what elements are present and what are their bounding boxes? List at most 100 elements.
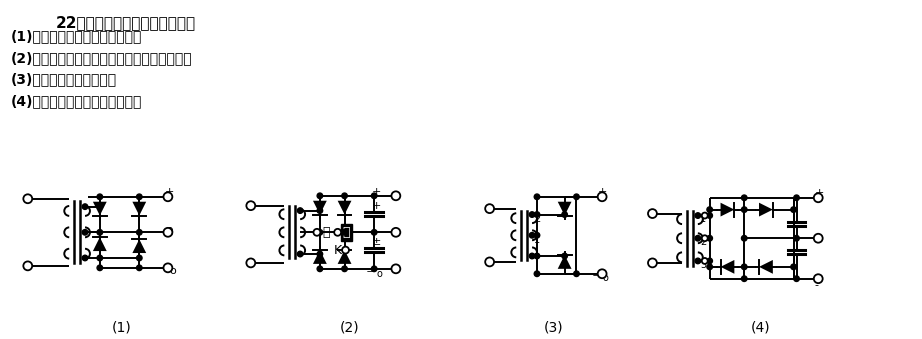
Circle shape <box>648 209 656 218</box>
Circle shape <box>814 234 822 243</box>
Circle shape <box>82 255 88 261</box>
Circle shape <box>485 204 494 213</box>
Text: +: + <box>372 187 382 197</box>
Text: o: o <box>169 266 176 276</box>
Circle shape <box>317 251 323 257</box>
Circle shape <box>741 264 747 270</box>
Text: 低: 低 <box>323 226 330 239</box>
Circle shape <box>97 204 102 210</box>
Circle shape <box>342 193 348 199</box>
Circle shape <box>702 235 708 241</box>
Text: 1: 1 <box>700 215 706 224</box>
Circle shape <box>529 253 535 259</box>
Circle shape <box>573 271 579 277</box>
Text: 1: 1 <box>534 235 540 245</box>
Circle shape <box>529 212 535 217</box>
Circle shape <box>529 233 535 238</box>
Circle shape <box>707 213 713 218</box>
Text: +: + <box>814 188 823 198</box>
Circle shape <box>791 207 797 212</box>
Circle shape <box>82 230 88 235</box>
Circle shape <box>794 195 799 201</box>
Polygon shape <box>93 202 107 216</box>
Circle shape <box>534 271 539 277</box>
Circle shape <box>317 208 323 213</box>
Circle shape <box>648 258 656 267</box>
Circle shape <box>695 213 701 218</box>
Polygon shape <box>337 201 351 215</box>
Text: 2: 2 <box>534 215 540 224</box>
Circle shape <box>342 246 349 254</box>
Circle shape <box>97 230 102 235</box>
Circle shape <box>372 193 377 199</box>
Circle shape <box>534 253 539 259</box>
Circle shape <box>136 265 142 271</box>
Text: 高: 高 <box>343 226 350 239</box>
Circle shape <box>392 228 400 237</box>
Circle shape <box>794 276 799 281</box>
Polygon shape <box>759 203 773 217</box>
Circle shape <box>334 229 341 236</box>
Circle shape <box>246 201 255 210</box>
Text: 3: 3 <box>700 260 706 270</box>
Text: ±: ± <box>372 237 382 247</box>
Circle shape <box>534 233 539 238</box>
Circle shape <box>791 264 797 270</box>
Text: -: - <box>814 280 819 290</box>
Text: +: + <box>165 187 174 197</box>
Circle shape <box>702 258 708 264</box>
Text: 0: 0 <box>165 226 173 239</box>
Circle shape <box>97 194 102 200</box>
Circle shape <box>246 258 255 267</box>
Circle shape <box>372 230 377 235</box>
Circle shape <box>707 207 713 212</box>
Circle shape <box>561 212 567 217</box>
Circle shape <box>534 194 539 200</box>
Circle shape <box>298 208 303 213</box>
Polygon shape <box>313 201 326 215</box>
Text: 2: 2 <box>700 237 706 247</box>
Text: o: o <box>376 269 382 279</box>
Circle shape <box>163 263 172 272</box>
Circle shape <box>317 193 323 199</box>
Circle shape <box>317 266 323 272</box>
Text: (4)桥式全波倍压开关三变压电路: (4)桥式全波倍压开关三变压电路 <box>11 94 142 108</box>
Polygon shape <box>558 255 572 269</box>
Circle shape <box>163 228 172 237</box>
Text: (1): (1) <box>112 320 132 334</box>
Text: (4): (4) <box>751 320 771 334</box>
Polygon shape <box>720 260 734 274</box>
Text: +: + <box>598 187 608 197</box>
Circle shape <box>695 258 701 264</box>
Circle shape <box>707 264 713 270</box>
Text: +: + <box>372 201 382 211</box>
Circle shape <box>597 269 607 278</box>
Circle shape <box>136 194 142 200</box>
Text: K: K <box>334 244 342 257</box>
Circle shape <box>392 264 400 273</box>
Circle shape <box>97 265 102 271</box>
Circle shape <box>741 236 747 241</box>
Circle shape <box>163 192 172 201</box>
Circle shape <box>741 276 747 281</box>
Circle shape <box>561 253 567 259</box>
Circle shape <box>136 255 142 261</box>
Circle shape <box>534 212 539 217</box>
Text: 22种常用的二极管单相整流电路: 22种常用的二极管单相整流电路 <box>55 15 195 30</box>
Circle shape <box>136 230 142 235</box>
Circle shape <box>707 258 713 264</box>
Text: (2)能输出高、低两个直流电压的整流滤波电路: (2)能输出高、低两个直流电压的整流滤波电路 <box>11 51 193 65</box>
Circle shape <box>23 194 32 203</box>
Circle shape <box>372 266 377 272</box>
Circle shape <box>814 274 822 283</box>
Circle shape <box>313 229 320 236</box>
Circle shape <box>702 213 708 219</box>
Circle shape <box>814 193 822 202</box>
Polygon shape <box>720 203 734 217</box>
Circle shape <box>707 236 713 241</box>
Circle shape <box>298 251 303 257</box>
Polygon shape <box>759 260 773 274</box>
Polygon shape <box>133 202 147 216</box>
Polygon shape <box>558 202 572 216</box>
Circle shape <box>97 255 102 261</box>
